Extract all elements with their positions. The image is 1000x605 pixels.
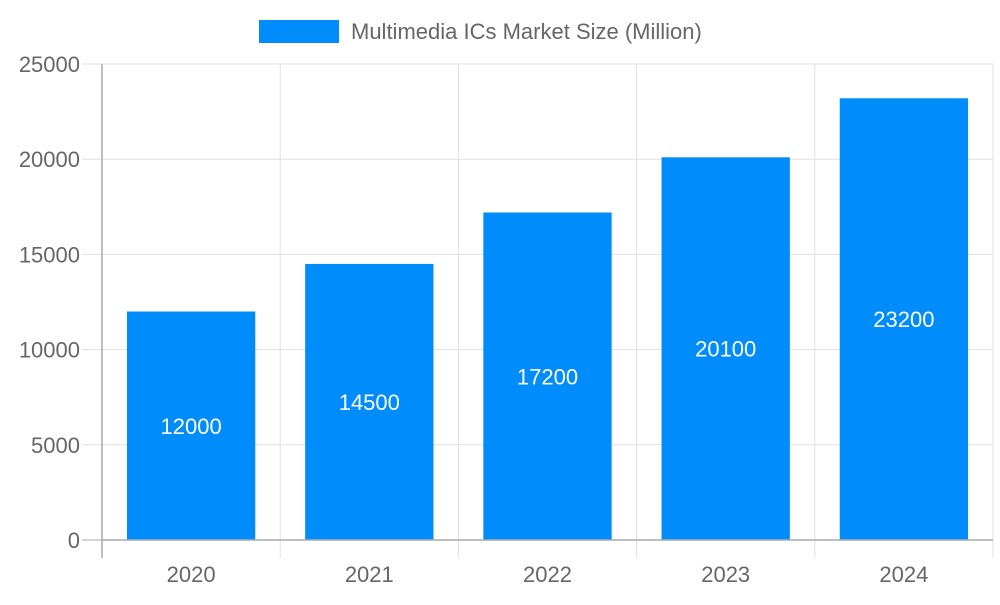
x-tick-label: 2023 [701,562,750,587]
bars: 12000 14500 17200 20100 23200 [126,98,969,540]
bar-2023 [661,157,790,540]
x-tick-label: 2024 [879,562,928,587]
y-tick-label: 25000 [19,52,80,77]
bar-2022 [483,212,612,540]
bar-2024 [839,98,969,540]
data-label: 20100 [695,337,756,362]
data-label: 12000 [161,414,222,439]
y-tick-label: 0 [68,528,80,553]
data-label: 23200 [873,307,934,332]
y-tick-label: 15000 [19,242,80,267]
y-tick-label: 20000 [19,147,80,172]
x-tick-label: 2022 [523,562,572,587]
bar-2020 [126,311,256,540]
y-tick-label: 10000 [19,338,80,363]
data-label: 17200 [517,364,578,389]
axes: 0 5000 10000 15000 20000 25000 2020 2021 2022 202… [19,52,993,587]
legend-label: Multimedia ICs Market Size (Million) [351,19,702,44]
legend-swatch [259,20,339,43]
y-tick-label: 5000 [31,433,80,458]
data-label: 14500 [339,390,400,415]
x-tick-label: 2020 [167,562,216,587]
bar-2021 [305,263,434,540]
legend[interactable]: Multimedia ICs Market Size (Million) [259,19,702,44]
x-tick-label: 2021 [345,562,394,587]
